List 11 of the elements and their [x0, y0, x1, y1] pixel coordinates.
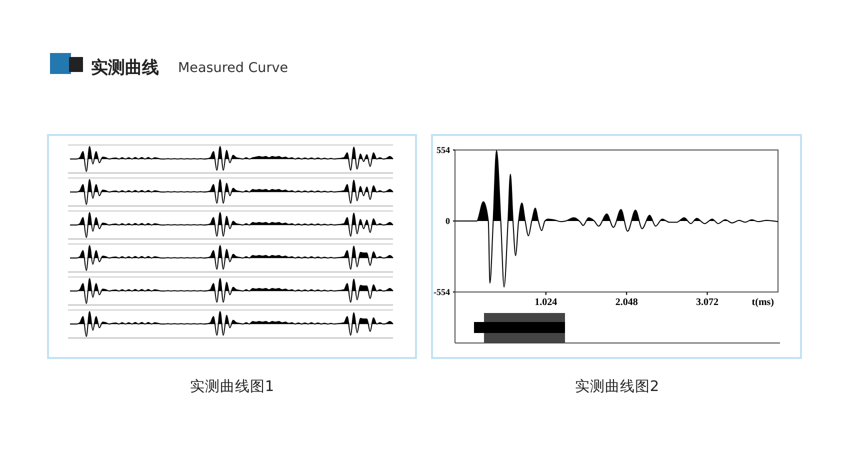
x-axis-title: t(ms): [752, 297, 774, 308]
y-tick-label: 554: [436, 144, 450, 155]
text: 实测曲线: [91, 58, 159, 78]
text: Measured Curve: [178, 60, 288, 76]
text: 实测曲线图1: [190, 378, 274, 395]
y-tick-label: 0: [446, 216, 450, 226]
x-tick-label: 3.072: [696, 297, 719, 308]
y-tick-label: -554: [434, 286, 450, 297]
x-tick-label: 1.024: [534, 297, 558, 308]
text: 实测曲线图2: [574, 378, 660, 395]
x-tick-label: 2.048: [615, 297, 638, 308]
